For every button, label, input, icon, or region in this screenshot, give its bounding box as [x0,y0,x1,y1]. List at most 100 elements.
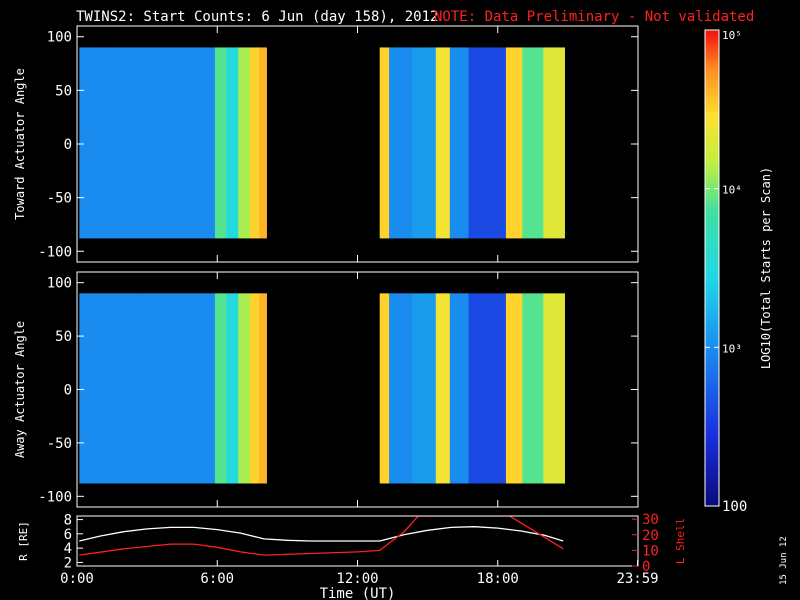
heatmap-column [466,293,470,484]
heatmap-column [93,293,97,484]
y-tick-label: 0 [64,137,72,153]
heatmap-column [379,293,383,484]
heatmap-column [431,47,435,239]
heatmap-column [494,47,498,239]
heatmap-column [133,47,137,239]
heatmap-column [252,293,256,484]
heatmap-column [505,47,509,239]
heatmap-column [168,47,172,239]
y-tick-label: 100 [47,276,72,292]
left-y-tick-label: 4 [64,541,72,557]
heatmap-column [147,47,151,239]
heatmap-column [452,293,456,484]
heatmap-column [463,293,467,484]
colorbar-label: LOG10(Total Starts per Scan) [759,167,773,369]
heatmap-column [494,293,498,484]
heatmap-column [543,47,547,239]
heatmap-column [466,47,470,239]
heatmap-column [242,47,246,239]
heatmap-column [214,293,218,484]
heatmap-column [254,47,258,239]
heatmap-column [454,293,458,484]
y-tick-label: -100 [38,489,72,505]
heatmap-column [405,47,409,239]
heatmap-column [449,47,453,239]
heatmap-column [210,293,214,484]
heatmap-column [475,293,479,484]
y-tick-label: -100 [38,244,72,260]
heatmap-column [384,293,388,484]
heatmap-column [121,293,125,484]
heatmap-column [98,293,101,484]
heatmap-column [379,47,383,239]
heatmap-column [207,293,211,484]
heatmap-column [503,47,507,239]
heatmap-column [440,47,444,239]
heatmap-column [559,293,563,484]
heatmap-column [545,47,549,239]
heatmap-column [403,47,407,239]
colorbar-tick-label: 10⁴ [722,184,742,197]
left-axis-label: R [RE] [17,521,30,561]
heatmap-column [238,47,242,239]
heatmap-column [501,47,505,239]
heatmap-column [480,47,484,239]
heatmap-column [79,47,83,239]
heatmap-column [147,293,151,484]
heatmap-column [107,293,111,484]
heatmap-column [84,293,87,484]
heatmap-column [410,47,414,239]
heatmap-column [386,293,390,484]
heatmap-column [473,293,477,484]
left-y-tick-label: 6 [64,527,72,543]
heatmap-column [130,293,134,484]
heatmap-column [240,47,244,239]
heatmap-column [454,47,458,239]
heatmap-column [407,47,411,239]
heatmap-column [384,47,388,239]
x-tick-label: 23:59 [616,571,658,587]
heatmap-column [170,293,174,484]
heatmap-column [550,293,554,484]
heatmap-column [123,47,127,239]
heatmap-column [538,47,542,239]
heatmap-column [548,293,551,484]
heatmap-column [107,47,111,239]
heatmap-column [529,293,533,484]
heatmap-column [529,47,533,239]
heatmap-column [198,47,202,239]
heatmap-column [179,47,183,239]
heatmap-column [177,293,181,484]
x-axis-label: Time (UT) [320,586,396,600]
heatmap-column [536,47,540,239]
heatmap-column [105,47,108,239]
heatmap-column [121,47,125,239]
heatmap-column [419,293,423,484]
heatmap-column [414,47,418,239]
heatmap-column [109,293,113,484]
heatmap-column [264,293,267,484]
heatmap-column [142,293,146,484]
heatmap-column [508,47,512,239]
heatmap-column [86,293,90,484]
heatmap-column [144,47,148,239]
heatmap-column [219,47,223,239]
heatmap-column [498,293,502,484]
heatmap-column [240,293,244,484]
heatmap-column [95,293,99,484]
heatmap-column [424,293,428,484]
preliminary-note: NOTE: Data Preliminary - Not validated [434,9,754,25]
heatmap-column [403,293,407,484]
heatmap-column [177,47,181,239]
toward-heatmap-panel: 100 50 0 -50 -100 Toward Actuator Angle [13,25,639,263]
colorbar-tick-label: 10⁵ [722,29,742,42]
heatmap-column [531,47,535,239]
heatmap-column [249,293,253,484]
heatmap-column [552,293,556,484]
heatmap-column [200,293,204,484]
heatmap-column [184,293,188,484]
heatmap-column [119,47,123,239]
heatmap-column [396,293,400,484]
heatmap-column [254,293,258,484]
heatmap-column [555,293,558,484]
